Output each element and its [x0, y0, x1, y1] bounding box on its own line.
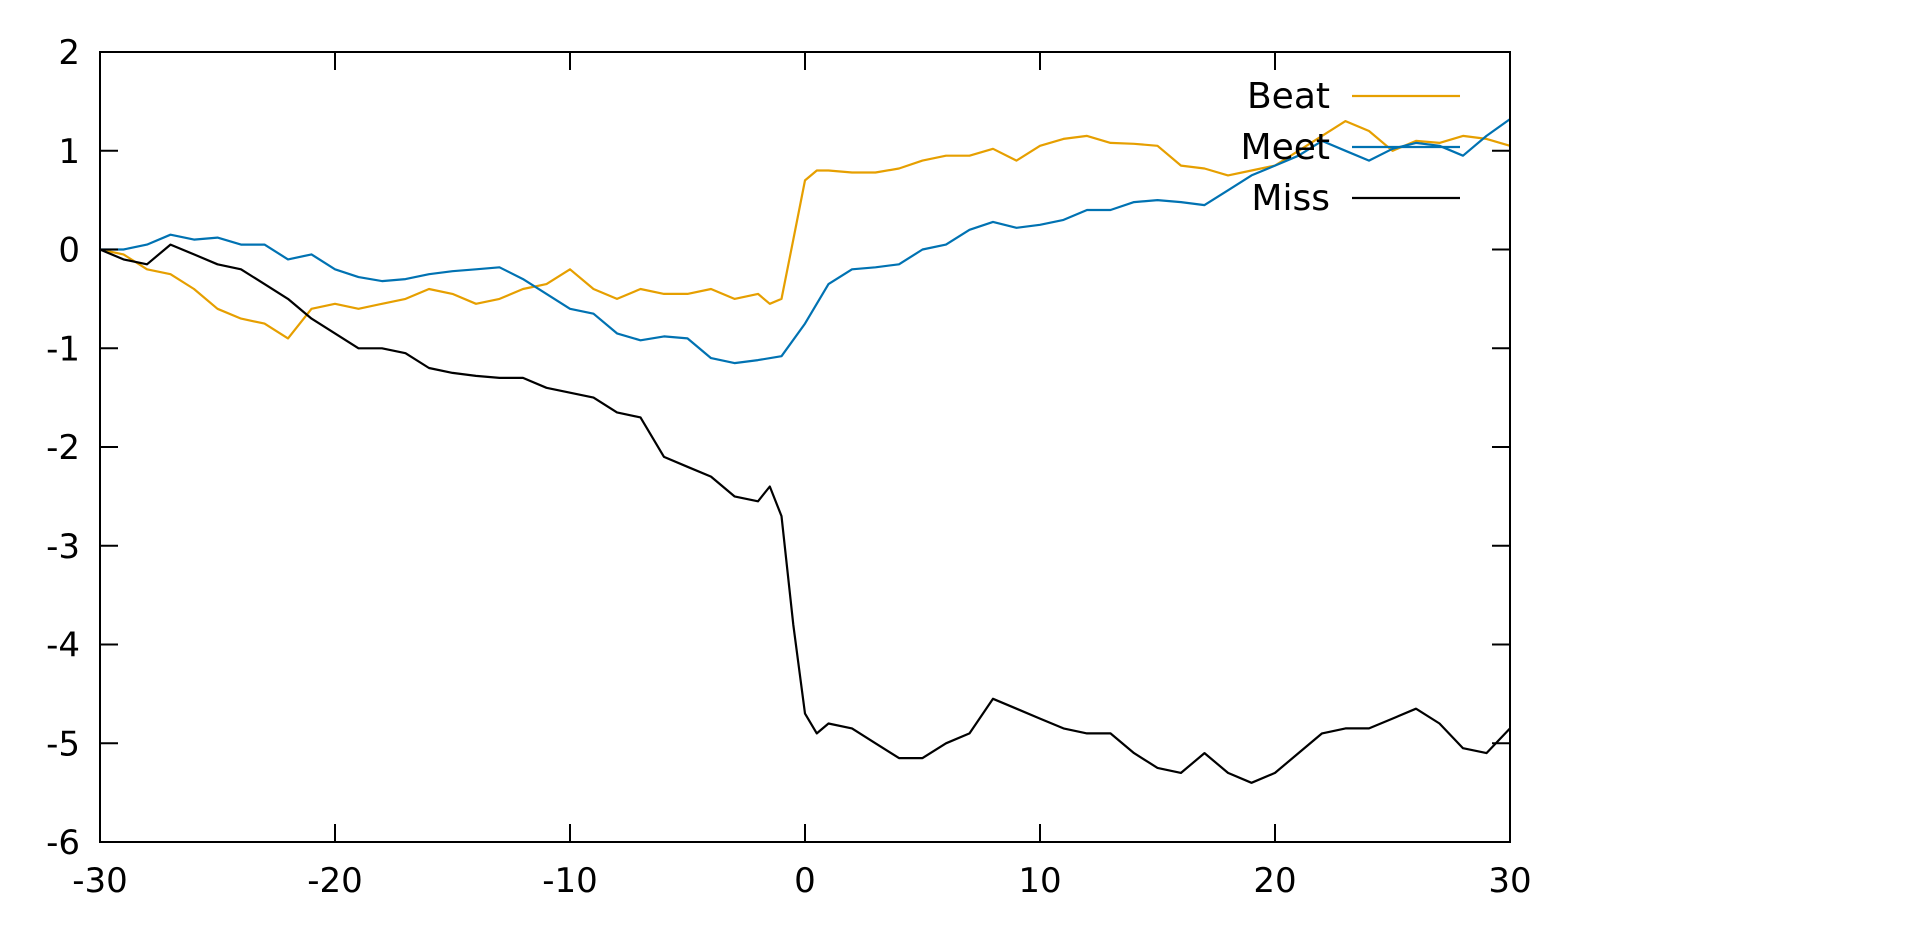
x-tick-label: 20	[1253, 861, 1296, 901]
y-tick-label: -2	[46, 428, 80, 468]
y-tick-label: 0	[58, 231, 80, 271]
y-tick-label: -3	[46, 527, 80, 567]
legend-label-beat: Beat	[1247, 76, 1330, 117]
legend: Beat Meet Miss	[1241, 76, 1460, 219]
y-tick-label: -1	[46, 329, 80, 369]
y-tick-label: 2	[58, 33, 80, 73]
series-line-beat	[99, 119, 1511, 340]
legend-label-meet: Meet	[1241, 127, 1330, 168]
y-tick-label: -4	[46, 626, 80, 666]
x-tick-label: 30	[1488, 861, 1531, 901]
x-tick-label: -30	[72, 861, 128, 901]
series-line-meet	[100, 118, 1511, 365]
y-tick-label: 1	[58, 132, 80, 172]
y-tick-label: -5	[46, 724, 80, 764]
legend-label-miss: Miss	[1251, 178, 1330, 219]
x-tick-label: 0	[794, 861, 816, 901]
plot-frame	[99, 51, 1511, 843]
series-layer	[99, 118, 1511, 784]
x-tick-label: 10	[1018, 861, 1061, 901]
x-tick-label: -20	[307, 861, 363, 901]
series-line-miss	[99, 243, 1511, 784]
x-tick-label: -10	[542, 861, 598, 901]
y-tick-label: -6	[46, 823, 80, 863]
